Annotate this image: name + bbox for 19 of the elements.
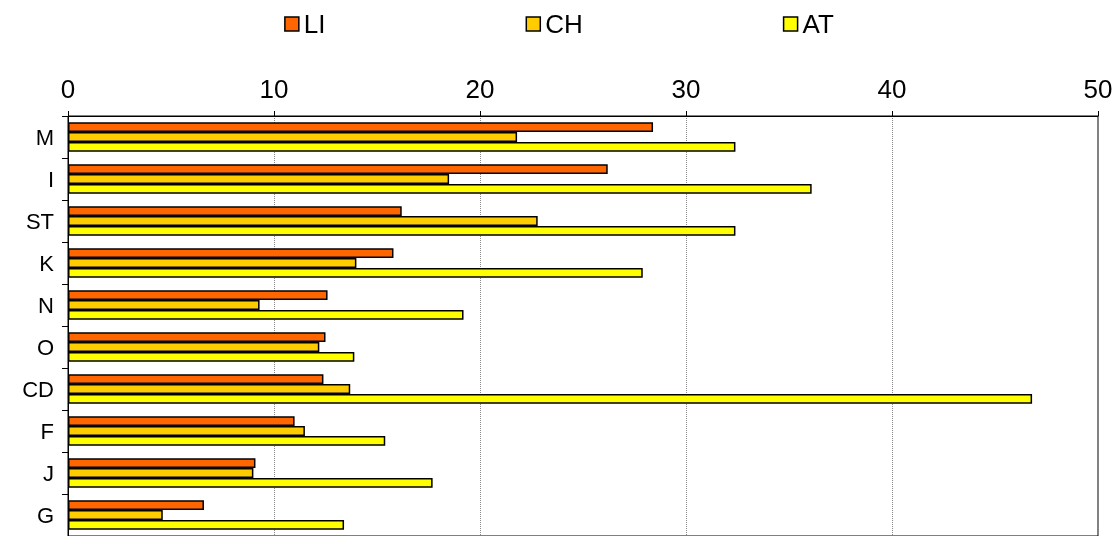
y-tick-label: F <box>40 418 54 444</box>
x-tick-label: 20 <box>465 74 495 104</box>
y-tick-label: ST <box>25 208 54 234</box>
y-tick-label: G <box>36 502 54 528</box>
y-tick-label: O <box>36 334 54 360</box>
x-tick-label: 10 <box>259 74 289 104</box>
x-tick-label: 0 <box>60 74 76 104</box>
x-tick-label: 30 <box>671 74 701 104</box>
legend-label: CH <box>545 9 583 39</box>
y-tick-label: CD <box>22 376 54 402</box>
legend-label: LI <box>303 9 326 39</box>
x-tick-label: 40 <box>877 74 907 104</box>
x-tick-label: 50 <box>1083 74 1113 104</box>
y-tick-label: M <box>35 124 54 150</box>
y-tick-label: I <box>47 166 54 192</box>
y-tick-label: J <box>43 460 54 486</box>
y-tick-label: N <box>38 292 54 318</box>
y-tick-label: K <box>39 250 55 276</box>
legend-label: AT <box>802 9 835 39</box>
